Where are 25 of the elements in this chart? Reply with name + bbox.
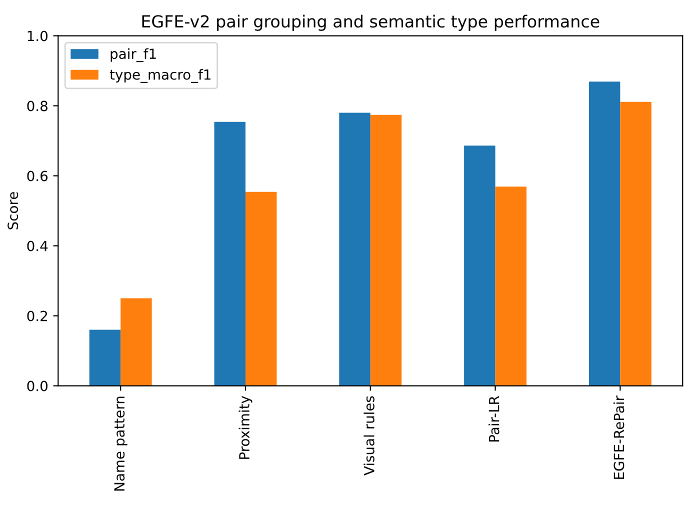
- y-tick-label: 0.0: [27, 380, 48, 392]
- bar: [89, 330, 121, 386]
- bar: [214, 122, 246, 386]
- y-tick-label: 0.4: [27, 240, 48, 252]
- bar: [620, 102, 652, 386]
- x-tick-label: Pair-LR: [488, 396, 500, 442]
- bar: [495, 186, 527, 386]
- bar: [120, 298, 152, 386]
- bar: [245, 192, 277, 386]
- legend-label: pair_f1: [110, 48, 156, 62]
- bar: [339, 112, 370, 386]
- x-tick-label: Name pattern: [114, 396, 128, 491]
- y-tick-label: 0.8: [27, 100, 48, 112]
- y-axis-title: Score: [8, 192, 18, 230]
- bar: [588, 82, 620, 386]
- legend-label: type_macro_f1: [110, 69, 210, 83]
- bar: [370, 114, 402, 386]
- x-tick-label: Proximity: [238, 396, 252, 459]
- chart-title: EGFE-v2 pair grouping and semantic type performance: [142, 14, 600, 31]
- x-tick-label: Visual rules: [364, 396, 374, 476]
- y-tick-label: 1.0: [28, 30, 48, 42]
- y-tick-label: 0.2: [27, 310, 48, 322]
- bar: [464, 146, 496, 386]
- x-tick-label: EGFE-RePair: [613, 396, 624, 479]
- y-tick-label: 0.6: [27, 170, 48, 182]
